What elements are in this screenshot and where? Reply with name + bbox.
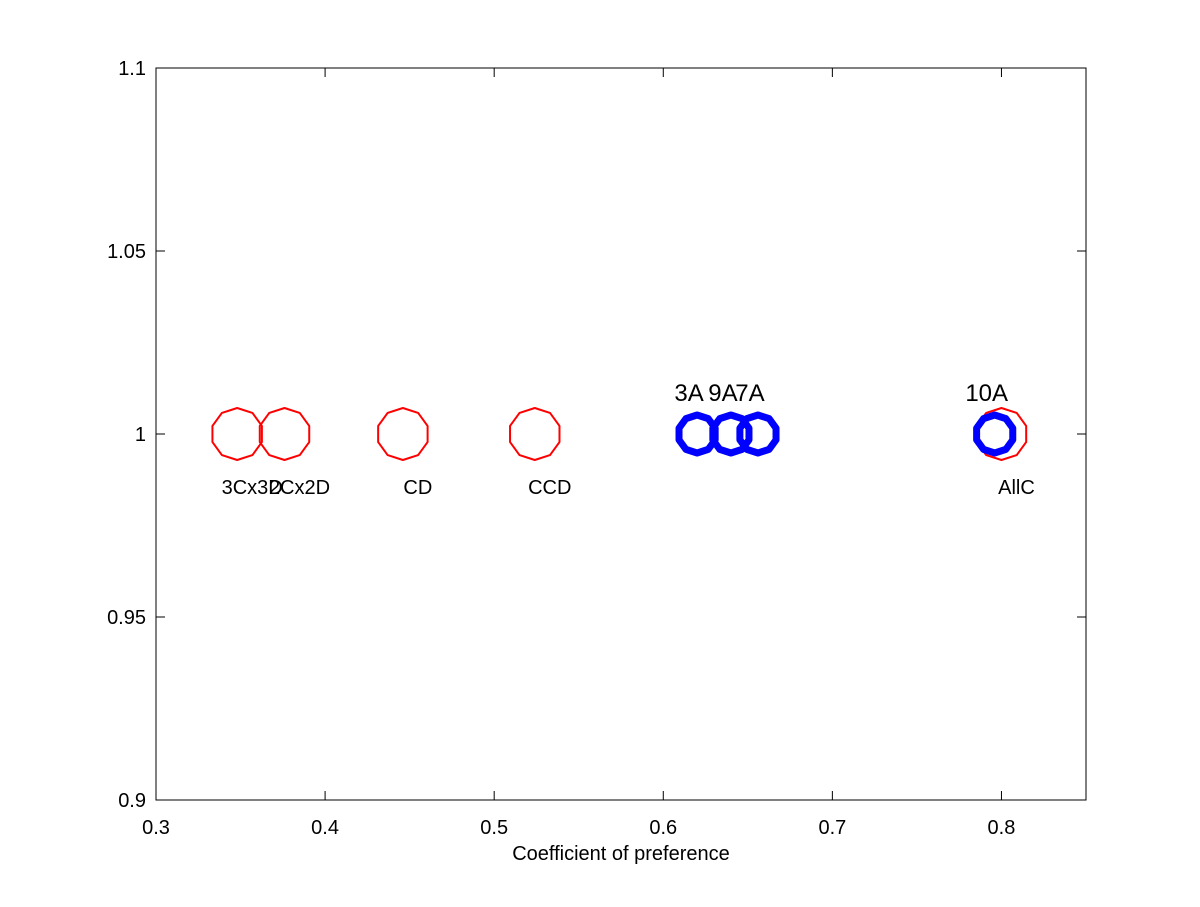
data-point-label: 7A — [735, 380, 764, 407]
x-tick-label: 0.4 — [311, 817, 339, 839]
data-point-marker — [973, 411, 1017, 457]
data-point-marker — [211, 407, 263, 461]
data-point-label: CD — [403, 477, 432, 499]
y-tick-label: 1.1 — [118, 58, 146, 80]
x-tick-label: 0.8 — [988, 817, 1016, 839]
x-tick-label: 0.5 — [480, 817, 508, 839]
data-point-label: 3Cx3D — [222, 477, 283, 499]
y-tick-label: 0.95 — [107, 607, 146, 629]
data-point-marker — [675, 411, 719, 457]
y-tick-label: 1 — [135, 424, 146, 446]
data-point-label: 10A — [965, 380, 1008, 407]
data-point-marker — [258, 407, 311, 461]
data-point-marker — [736, 411, 780, 457]
data-point-marker — [377, 407, 429, 461]
y-tick-label: 1.05 — [107, 241, 146, 263]
data-point-marker — [509, 407, 561, 461]
data-point-label: 2Cx2D — [269, 477, 330, 499]
x-tick-label: 0.6 — [649, 817, 677, 839]
y-tick-label: 0.9 — [118, 790, 146, 812]
x-tick-label: 0.7 — [818, 817, 846, 839]
data-point-label: CCD — [528, 477, 571, 499]
data-point-label: 3A — [674, 380, 703, 407]
data-point-label: AllC — [998, 477, 1035, 499]
data-point-label: 9A — [708, 380, 737, 407]
x-axis-label: Coefficient of preference — [512, 843, 730, 865]
x-tick-label: 0.3 — [142, 817, 170, 839]
